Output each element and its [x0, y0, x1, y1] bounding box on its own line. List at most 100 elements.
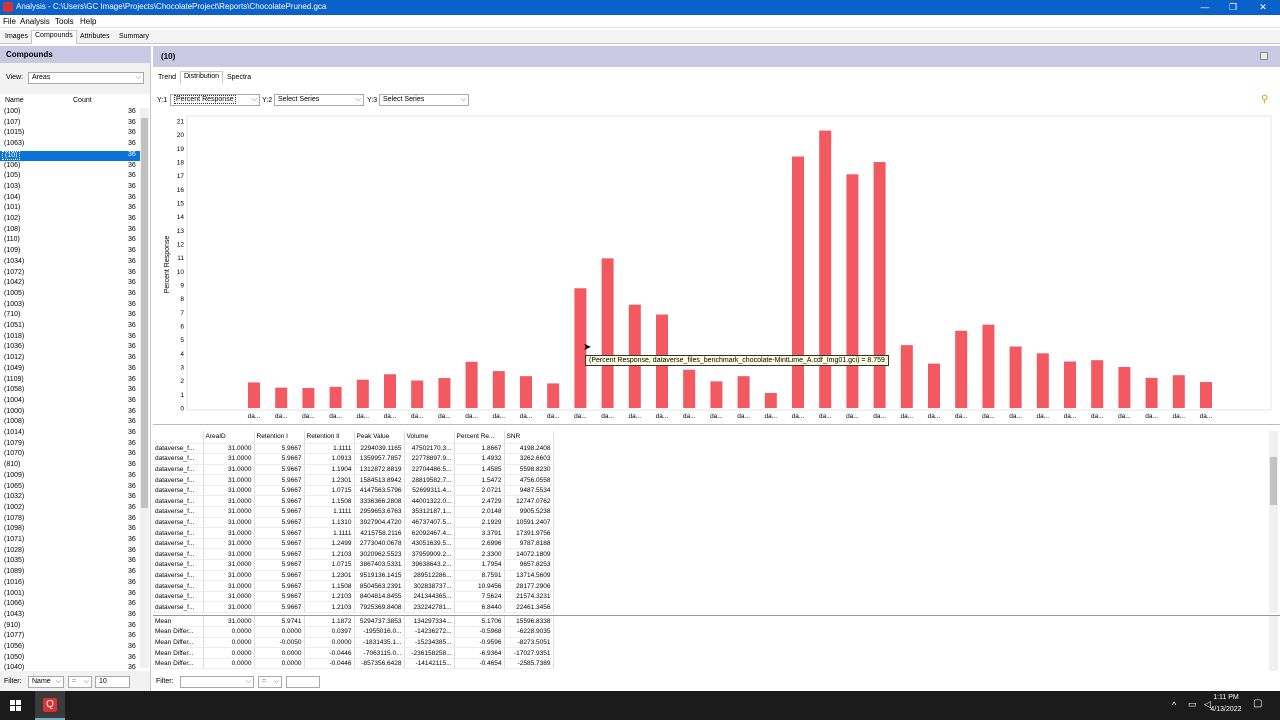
grid-column-header[interactable]: AreaID — [203, 431, 255, 444]
compound-row[interactable]: (1002) 36 — [0, 504, 140, 515]
table-row[interactable]: dataverse_f... 31.0000 5.9667 1.0715 3867403… — [153, 559, 554, 571]
stats-row[interactable]: Mean Differ... 0.0000 0.0000 -0.0446 -706311… — [153, 647, 554, 659]
compound-row[interactable]: (1032) 36 — [0, 493, 140, 504]
compound-row[interactable]: (101) 36 — [0, 204, 140, 215]
compound-row[interactable]: (1071) 36 — [0, 536, 140, 547]
table-row[interactable]: dataverse_f... 31.0000 5.9667 1.1508 8504563… — [153, 580, 554, 592]
table-row[interactable]: dataverse_f... 31.0000 5.9667 1.1310 3927904… — [153, 517, 554, 529]
compound-row[interactable]: (710) 36 — [0, 311, 140, 322]
compound-row[interactable]: (104) 36 — [0, 194, 140, 205]
compound-row[interactable]: (910) 36 — [0, 622, 140, 633]
table-row[interactable]: dataverse_f... 31.0000 5.9667 1.2103 7925369… — [153, 601, 554, 613]
windows-start-icon[interactable] — [10, 700, 21, 711]
right-filter-field-select[interactable]: ⌵ — [180, 676, 254, 688]
compound-row[interactable]: (109) 36 — [0, 247, 140, 258]
save-icon[interactable] — [1260, 52, 1268, 60]
compound-row[interactable]: (1016) 36 — [0, 579, 140, 590]
left-filter-value-input[interactable]: 10 — [95, 676, 130, 688]
notifications-icon[interactable]: ▢ — [1253, 698, 1263, 709]
clock-date[interactable]: 4/13/2022 — [1210, 706, 1242, 713]
stats-row[interactable]: Mean Differ... 0.0000 -0.0050 0.0000 -183143… — [153, 637, 554, 649]
restore-button[interactable]: ❐ — [1228, 2, 1238, 12]
right-filter-op-select[interactable]: = ⌵ — [258, 676, 282, 688]
left-filter-field-select[interactable]: Name ⌵ — [28, 676, 64, 688]
y1-series-select[interactable]: Percent Response ⌵ — [170, 94, 260, 106]
compound-row[interactable]: (1036) 36 — [0, 343, 140, 354]
compound-row[interactable]: (1003) 36 — [0, 301, 140, 312]
y2-series-select[interactable]: Select Series ⌵ — [274, 94, 364, 106]
compound-row[interactable]: (1078) 36 — [0, 515, 140, 526]
chart-grid-splitter[interactable] — [153, 424, 1280, 428]
grid-column-header[interactable]: Peak Value — [354, 431, 405, 444]
table-row[interactable]: dataverse_f... 31.0000 5.9667 1.2301 9519136… — [153, 570, 554, 582]
network-icon[interactable]: ▭ — [1188, 699, 1197, 709]
compound-row[interactable]: (1056) 36 — [0, 643, 140, 654]
compound-row[interactable]: (105) 36 — [0, 172, 140, 183]
compound-row[interactable]: (1049) 36 — [0, 365, 140, 376]
compound-row[interactable]: (1001) 36 — [0, 590, 140, 601]
column-header-count[interactable]: Count — [73, 97, 92, 104]
compound-row[interactable]: (1012) 36 — [0, 354, 140, 365]
compound-row[interactable]: (1015) 36 — [0, 129, 140, 140]
menu-file[interactable]: File — [3, 17, 16, 26]
tab-attributes[interactable]: Attributes — [80, 33, 110, 40]
compound-row[interactable]: (1008) 36 — [0, 418, 140, 429]
table-row[interactable]: dataverse_f... 31.0000 5.9667 1.1111 2294039… — [153, 443, 554, 455]
stats-row[interactable]: Mean Differ... 0.0000 0.0000 0.0397 -1955016… — [153, 626, 554, 638]
compound-row[interactable]: (102) 36 — [0, 215, 140, 226]
compound-row[interactable]: (1072) 36 — [0, 269, 140, 280]
chevron-up-icon[interactable]: ^ — [1172, 700, 1177, 710]
taskbar-app-button[interactable]: Q — [35, 691, 65, 720]
tab-spectra[interactable]: Spectra — [227, 74, 252, 81]
table-row[interactable]: dataverse_f... 31.0000 5.9667 1.1904 1312872… — [153, 464, 554, 476]
close-button[interactable]: ✕ — [1259, 2, 1267, 12]
compound-row[interactable]: (1077) 36 — [0, 632, 140, 643]
menu-analysis[interactable]: Analysis — [20, 17, 50, 26]
pin-icon[interactable]: ⚲ — [1261, 94, 1269, 105]
grid-scrollbar[interactable] — [1269, 431, 1278, 613]
tab-trend[interactable]: Trend — [158, 74, 177, 81]
compound-row[interactable]: (1040) 36 — [0, 664, 140, 671]
stats-scrollbar[interactable] — [1269, 616, 1278, 671]
compound-row[interactable]: (1066) 36 — [0, 600, 140, 611]
compound-row[interactable]: (1028) 36 — [0, 547, 140, 558]
compound-row[interactable]: (10) 36 — [0, 150, 140, 162]
column-header-name[interactable]: Name — [5, 97, 24, 104]
stats-row[interactable]: Mean Differ... 0.0000 0.0000 -0.0446 -857356… — [153, 658, 554, 670]
view-select[interactable]: Areas ⌵ — [28, 72, 144, 84]
table-row[interactable]: dataverse_f... 31.0000 5.9667 1.1508 3336366… — [153, 495, 554, 508]
compound-row[interactable]: (1034) 36 — [0, 258, 140, 269]
compound-row[interactable]: (1089) 36 — [0, 568, 140, 579]
table-row[interactable]: dataverse_f... 31.0000 5.9667 1.1111 4215758… — [153, 527, 554, 539]
grid-column-header[interactable]: Percent Re... — [454, 431, 505, 444]
compound-row[interactable]: (1051) 36 — [0, 322, 140, 333]
scrollbar-thumb[interactable] — [1270, 457, 1277, 505]
compound-row[interactable]: (1009) 36 — [0, 472, 140, 483]
compound-row[interactable]: (108) 36 — [0, 226, 140, 237]
grid-column-header[interactable]: Volume — [404, 431, 455, 444]
compound-row[interactable]: (1005) 36 — [0, 290, 140, 301]
menu-help[interactable]: Help — [80, 17, 97, 26]
compound-row[interactable]: (1058) 36 — [0, 386, 140, 397]
compound-row[interactable]: (1018) 36 — [0, 333, 140, 344]
table-row[interactable]: dataverse_f... 31.0000 5.9667 1.0913 1359957… — [153, 453, 554, 465]
y3-series-select[interactable]: Select Series ⌵ — [379, 94, 469, 106]
compound-row[interactable]: (106) 36 — [0, 162, 140, 173]
menu-tools[interactable]: Tools — [55, 17, 74, 26]
tab-distribution[interactable]: Distribution — [180, 71, 224, 84]
grid-column-header[interactable]: SNR — [504, 431, 554, 444]
volume-icon[interactable]: ◁ — [1204, 699, 1211, 709]
table-row[interactable]: dataverse_f... 31.0000 5.9667 1.2103 8404814… — [153, 591, 554, 603]
compound-row[interactable]: (107) 36 — [0, 119, 140, 130]
compound-row[interactable]: (1098) 36 — [0, 525, 140, 536]
right-filter-value-input[interactable] — [286, 676, 320, 688]
grid-column-header[interactable]: Retention I — [254, 431, 305, 444]
compound-row[interactable]: (1063) 36 — [0, 140, 140, 151]
compound-row[interactable]: (103) 36 — [0, 183, 140, 194]
compound-row[interactable]: (1042) 36 — [0, 279, 140, 290]
table-row[interactable]: dataverse_f... 31.0000 5.9667 1.2301 1584513… — [153, 474, 554, 486]
clock-time[interactable]: 1:11 PM — [1213, 694, 1239, 701]
minimize-button[interactable]: — — [1200, 2, 1210, 12]
table-row[interactable]: dataverse_f... 31.0000 5.9667 1.1111 2959653… — [153, 506, 554, 518]
compound-row[interactable]: (110) 36 — [0, 236, 140, 247]
